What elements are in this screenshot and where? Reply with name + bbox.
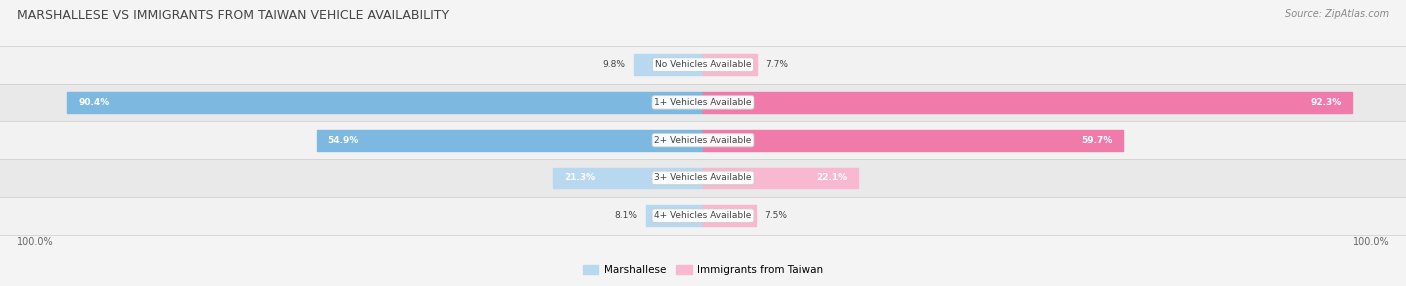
Text: 4+ Vehicles Available: 4+ Vehicles Available bbox=[654, 211, 752, 220]
Text: 92.3%: 92.3% bbox=[1310, 98, 1341, 107]
Text: 7.5%: 7.5% bbox=[765, 211, 787, 220]
Text: 100.0%: 100.0% bbox=[17, 237, 53, 247]
Bar bbox=[67, 92, 703, 113]
Text: 59.7%: 59.7% bbox=[1081, 136, 1112, 145]
Bar bbox=[554, 168, 703, 188]
Bar bbox=[647, 205, 703, 226]
Bar bbox=[318, 130, 703, 150]
Text: 90.4%: 90.4% bbox=[77, 98, 110, 107]
Text: 3+ Vehicles Available: 3+ Vehicles Available bbox=[654, 173, 752, 182]
Text: Source: ZipAtlas.com: Source: ZipAtlas.com bbox=[1285, 9, 1389, 19]
Text: No Vehicles Available: No Vehicles Available bbox=[655, 60, 751, 69]
Bar bbox=[703, 54, 756, 75]
Text: 2+ Vehicles Available: 2+ Vehicles Available bbox=[654, 136, 752, 145]
Text: MARSHALLESE VS IMMIGRANTS FROM TAIWAN VEHICLE AVAILABILITY: MARSHALLESE VS IMMIGRANTS FROM TAIWAN VE… bbox=[17, 9, 449, 21]
Text: 8.1%: 8.1% bbox=[614, 211, 638, 220]
Text: 7.7%: 7.7% bbox=[765, 60, 789, 69]
Text: 1+ Vehicles Available: 1+ Vehicles Available bbox=[654, 98, 752, 107]
Legend: Marshallese, Immigrants from Taiwan: Marshallese, Immigrants from Taiwan bbox=[582, 265, 824, 275]
Bar bbox=[703, 92, 1353, 113]
Text: 9.8%: 9.8% bbox=[603, 60, 626, 69]
Text: 54.9%: 54.9% bbox=[328, 136, 359, 145]
Bar bbox=[634, 54, 703, 75]
Bar bbox=[703, 130, 1123, 150]
Bar bbox=[703, 168, 858, 188]
Text: 21.3%: 21.3% bbox=[564, 173, 595, 182]
Bar bbox=[703, 205, 756, 226]
Text: 100.0%: 100.0% bbox=[1353, 237, 1389, 247]
Text: 22.1%: 22.1% bbox=[817, 173, 848, 182]
